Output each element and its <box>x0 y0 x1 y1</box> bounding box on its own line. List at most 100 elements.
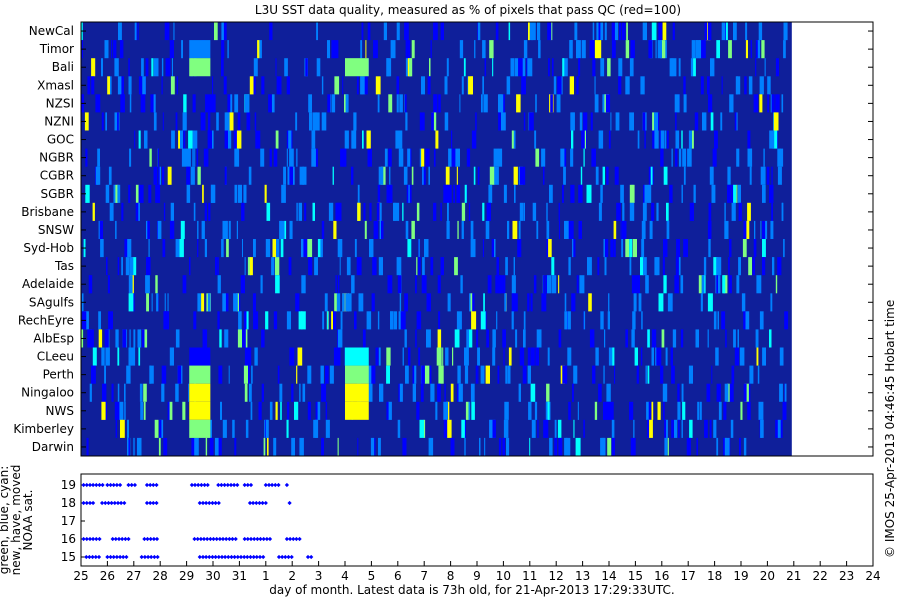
x-tick-label: 14 <box>601 569 616 583</box>
heatmap-cell <box>733 329 736 348</box>
heatmap-cell <box>197 220 199 239</box>
heatmap-cell <box>237 329 242 348</box>
heatmap-cell <box>92 347 97 366</box>
sat-tick-label: 19 <box>61 478 76 492</box>
sat-point <box>219 554 225 560</box>
heatmap-cell <box>755 329 759 348</box>
heatmap-cell <box>739 437 741 456</box>
heatmap-cell <box>648 40 653 59</box>
heatmap-cell <box>731 202 736 221</box>
sat-point <box>142 536 147 542</box>
heatmap-cell <box>736 275 740 294</box>
heatmap-cell <box>170 76 175 95</box>
heatmap-cell <box>416 311 422 330</box>
heatmap-cell <box>251 365 253 384</box>
heatmap-cell <box>569 76 574 95</box>
heatmap-cell <box>396 257 402 276</box>
heatmap-cell <box>574 22 578 41</box>
heatmap-cell <box>747 148 753 167</box>
heatmap-cell <box>707 329 709 348</box>
heatmap-cell <box>519 202 524 221</box>
heatmap-cell <box>161 76 163 95</box>
heatmap-cell <box>651 401 654 420</box>
x-tick-label: 23 <box>839 569 854 583</box>
heatmap-cell <box>175 112 178 131</box>
heatmap-cell <box>351 166 354 185</box>
heatmap-cell <box>646 275 649 294</box>
heatmap-cell <box>222 220 227 239</box>
heatmap-cell <box>521 76 526 95</box>
heatmap-cell <box>700 76 704 95</box>
heatmap-cell <box>446 58 449 77</box>
heatmap-cell <box>558 329 562 348</box>
heatmap-cell <box>175 383 179 402</box>
row-label: GOC <box>47 133 74 147</box>
x-tick-label: 26 <box>100 569 115 583</box>
heatmap-cell <box>549 184 553 203</box>
heatmap-cell <box>674 94 680 113</box>
heatmap-cell <box>192 94 196 113</box>
heatmap-cell <box>536 329 542 348</box>
heatmap-cell <box>547 22 552 41</box>
heatmap-cell <box>388 148 392 167</box>
heatmap-cell <box>255 130 257 149</box>
heatmap-cell <box>362 130 364 149</box>
heatmap-cell <box>436 347 442 366</box>
heatmap-cell <box>678 58 681 77</box>
heatmap-cell <box>131 257 137 276</box>
heatmap-cell <box>433 94 437 113</box>
ylabel-line: NOAA sat. <box>21 490 35 551</box>
heatmap-cell <box>298 311 303 330</box>
heatmap-cell <box>708 220 712 239</box>
heatmap-cell <box>151 293 153 312</box>
heatmap-cell <box>258 401 262 420</box>
heatmap-cell <box>337 275 340 294</box>
heatmap-cell <box>492 347 496 366</box>
heatmap-cell <box>594 40 597 59</box>
heatmap-cell <box>747 202 751 221</box>
heatmap-cell <box>682 148 687 167</box>
heatmap-cell <box>115 329 119 348</box>
sat-point <box>97 536 102 542</box>
heatmap-cell <box>192 130 198 149</box>
heatmap-cell <box>337 239 343 258</box>
heatmap-cell <box>445 347 449 366</box>
heatmap-cell <box>433 202 437 221</box>
heatmap-cell <box>124 383 126 402</box>
heatmap-cell <box>781 94 784 113</box>
heatmap-cell <box>247 347 252 366</box>
heatmap-cell <box>498 437 502 456</box>
heatmap-cell <box>405 365 409 384</box>
heatmap-cell <box>411 40 415 59</box>
heatmap-cell <box>663 401 665 420</box>
heatmap-cell <box>412 383 416 402</box>
heatmap-cell <box>418 239 420 258</box>
heatmap-cell <box>404 329 407 348</box>
heatmap-cell <box>686 437 691 456</box>
heatmap-cell <box>371 365 376 384</box>
heatmap-cell <box>257 40 260 59</box>
heatmap-cell <box>783 40 786 59</box>
row-label: Timor <box>39 42 74 56</box>
heatmap-cell <box>205 437 208 456</box>
satellite-ylabel: green, blue, cyan:new, have, movedNOAA s… <box>0 465 35 576</box>
heatmap-cell <box>553 76 557 95</box>
row-label: NGBR <box>39 151 74 165</box>
heatmap-cell <box>760 220 762 239</box>
sat-point <box>155 554 160 560</box>
sat-point <box>199 482 204 488</box>
heatmap-cell <box>331 311 337 330</box>
heatmap-cell <box>236 220 238 239</box>
heatmap-cell <box>457 220 459 239</box>
heatmap-cell <box>755 58 757 77</box>
row-label: Adelaide <box>22 277 74 291</box>
heatmap-cell <box>537 22 541 41</box>
heatmap-cell <box>297 347 303 366</box>
heatmap-cell <box>761 40 765 59</box>
heatmap-cell <box>189 383 211 402</box>
heatmap-cell <box>770 220 774 239</box>
heatmap-cell <box>194 148 196 167</box>
heatmap-cell <box>189 257 191 276</box>
heatmap-cell <box>253 239 256 258</box>
heatmap-cell <box>672 22 675 41</box>
